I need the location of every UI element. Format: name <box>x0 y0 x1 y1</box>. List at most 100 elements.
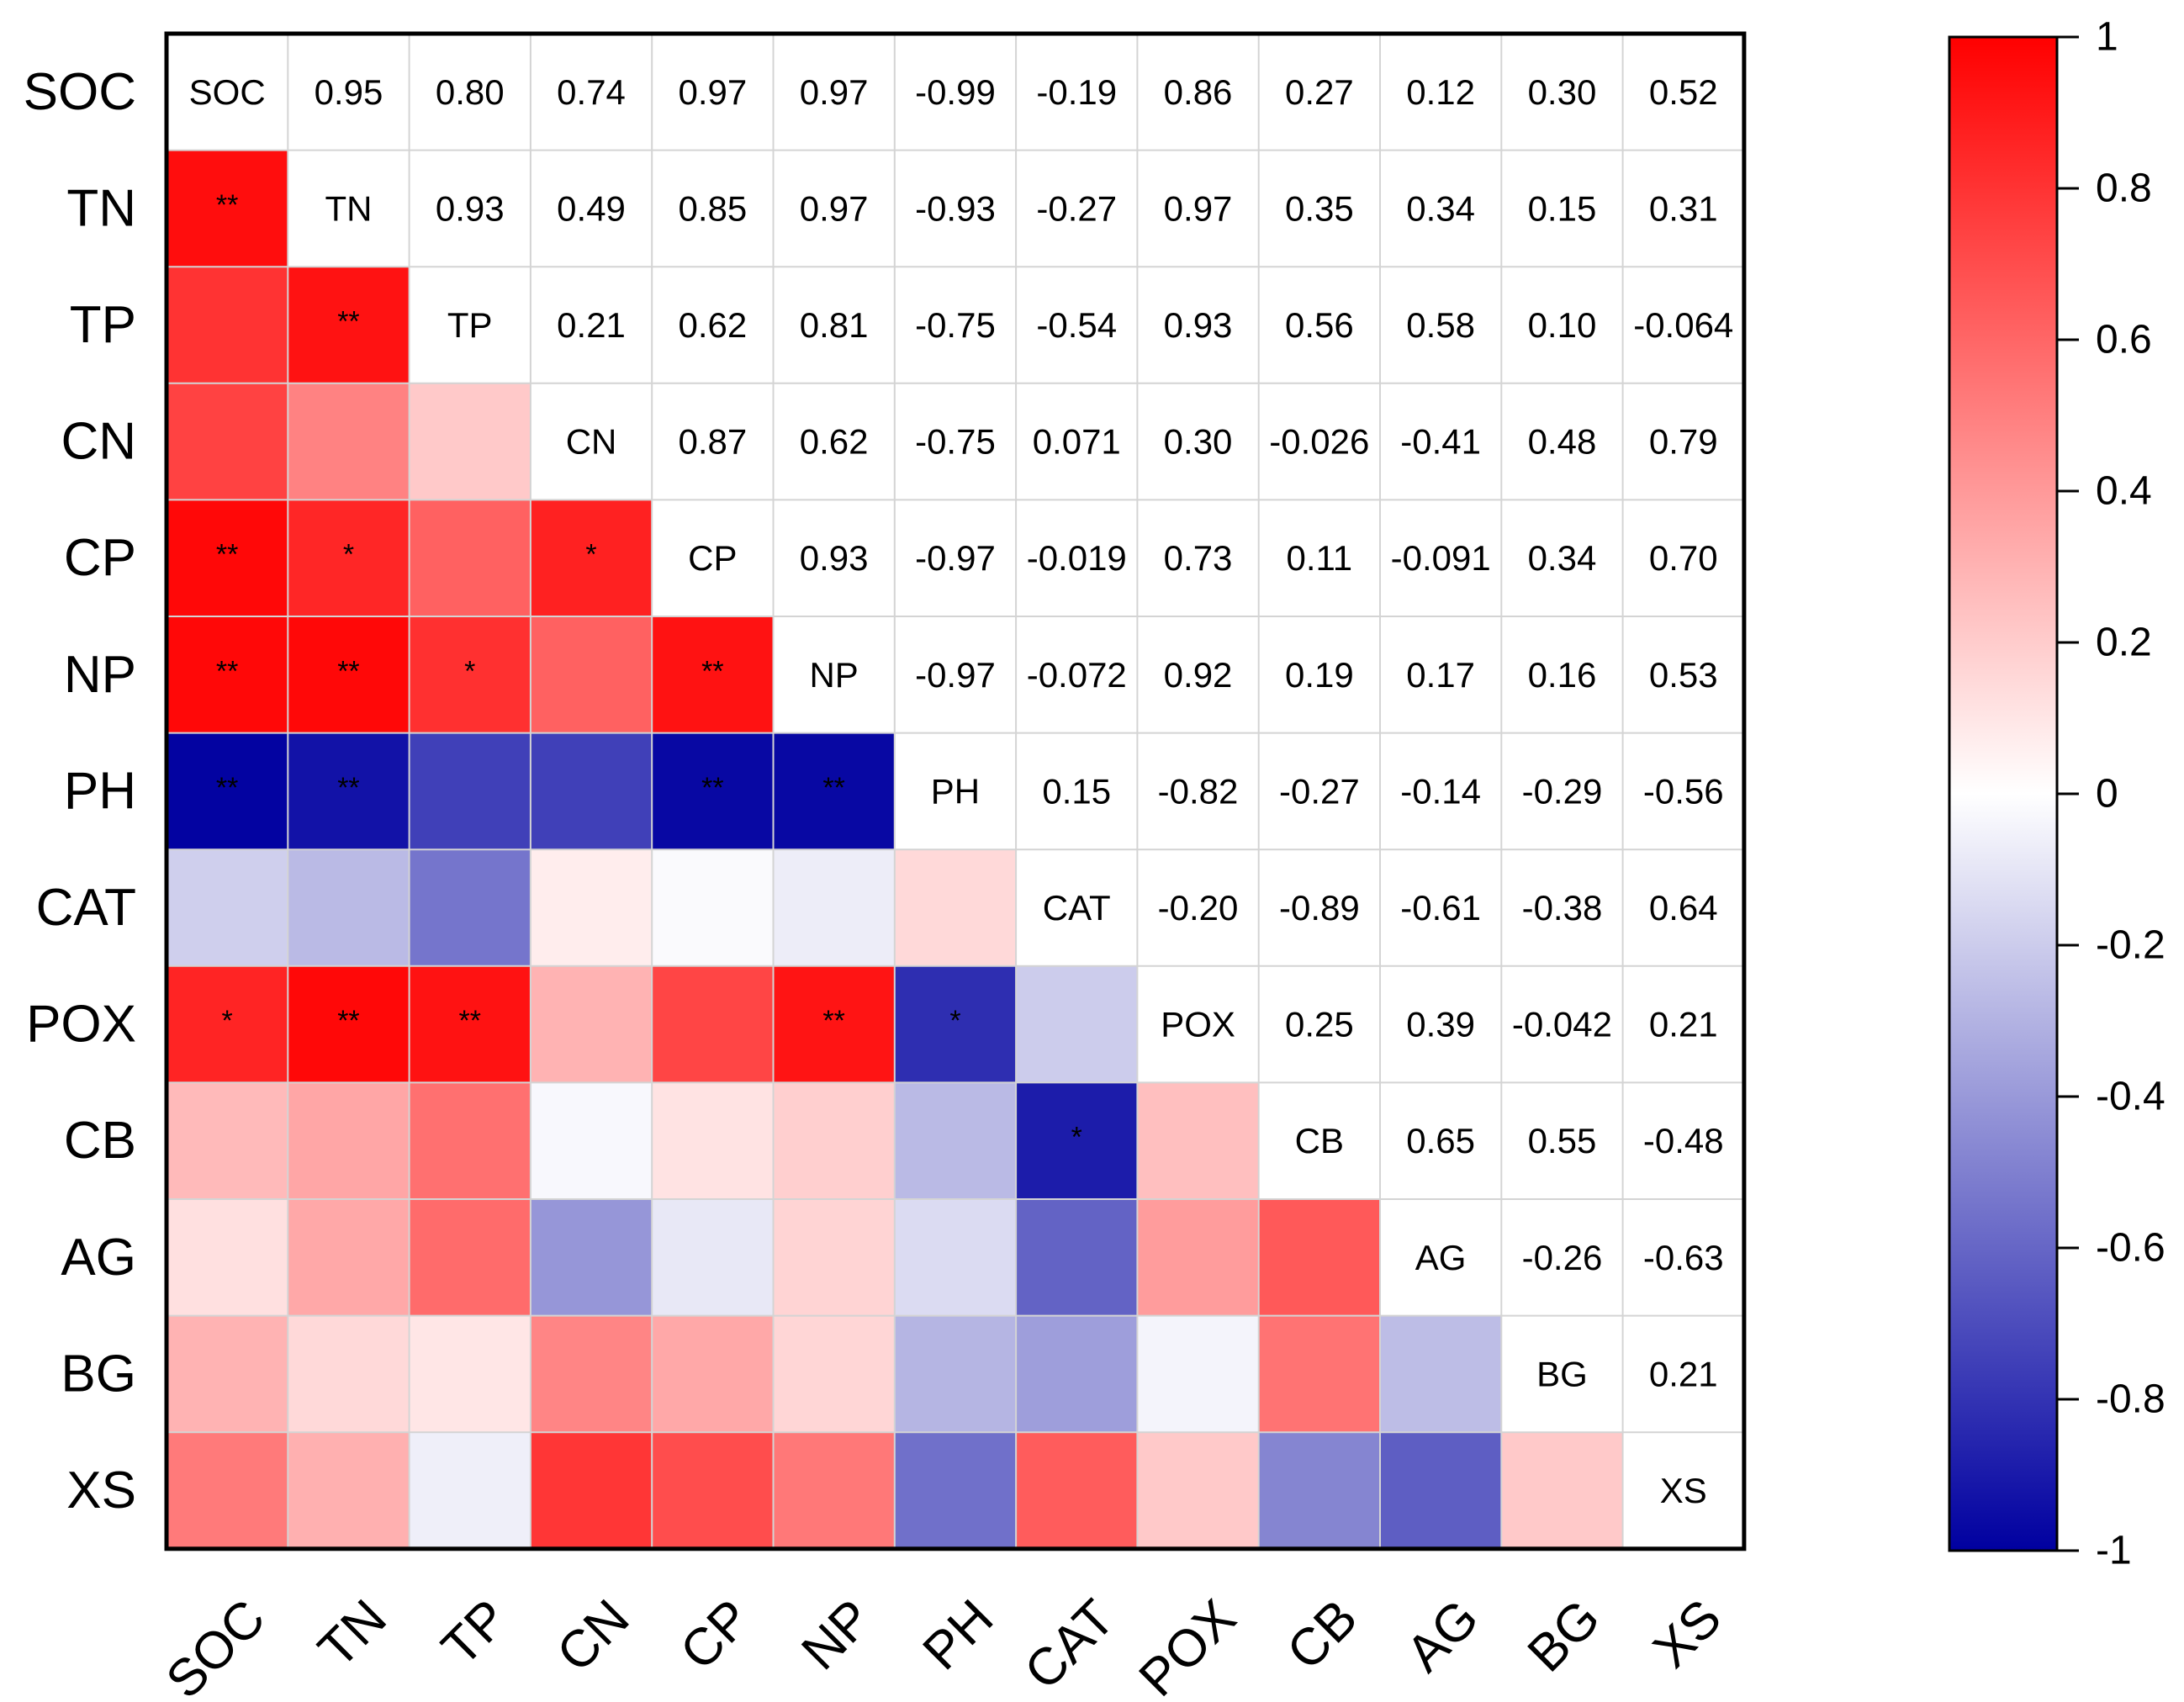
heatmap-cell-AG-CN <box>530 1199 653 1317</box>
heatmap-cell-NP-CP <box>652 616 775 734</box>
column-label-NP: NP <box>791 1588 883 1681</box>
heatmap-cell-POX-NP <box>773 965 896 1083</box>
colorbar-tick-label-3: 0.4 <box>2096 469 2152 514</box>
significance-mark-NP-TP: * <box>464 655 475 687</box>
heatmap-cell-XS-SOC <box>167 1432 288 1550</box>
cell-label-TP-POX: 0.93 <box>1164 305 1233 345</box>
heatmap-cell-CAT-CN <box>530 849 653 967</box>
cell-label-POX-CB: 0.25 <box>1285 1005 1354 1044</box>
cell-label-BG-BG: BG <box>1536 1354 1588 1393</box>
cell-label-SOC-TP: 0.80 <box>436 72 505 112</box>
cell-label-CP-CAT: -0.019 <box>1027 538 1127 578</box>
heatmap-blank-cell-CP-PH <box>894 500 1017 617</box>
cell-label-POX-XS: 0.21 <box>1649 1005 1718 1044</box>
heatmap-cell-POX-TP <box>409 965 531 1083</box>
heatmap-cell-XS-CN <box>530 1432 653 1550</box>
heatmap-blank-cell-SOC-TN <box>288 34 410 151</box>
cell-label-SOC-TN: 0.95 <box>315 72 383 112</box>
heatmap-cell-POX-SOC <box>167 965 288 1083</box>
cell-label-CP-CP: CP <box>688 538 737 578</box>
cell-label-POX-BG: -0.042 <box>1512 1005 1612 1044</box>
cell-label-CB-XS: -0.48 <box>1643 1121 1724 1160</box>
heatmap-blank-cell-CN-AG <box>1380 383 1502 500</box>
cell-label-TP-PH: -0.75 <box>915 305 996 345</box>
cell-label-CP-BG: 0.34 <box>1528 538 1597 578</box>
column-label-XS: XS <box>1642 1588 1732 1678</box>
cell-label-TN-CN: 0.49 <box>557 188 626 228</box>
column-label-CB: CB <box>1277 1588 1369 1681</box>
significance-mark-NP-SOC: ** <box>216 655 238 687</box>
heatmap-blank-cell-TN-CB <box>1258 150 1381 267</box>
cell-label-TP-XS: -0.064 <box>1633 305 1733 345</box>
heatmap-cell-CP-SOC <box>167 500 288 617</box>
heatmap-cell-POX-PH <box>894 965 1017 1083</box>
significance-mark-NP-CP: ** <box>701 655 723 687</box>
row-label-TP: TP <box>70 296 136 354</box>
colorbar-tick-label-9: -0.8 <box>2096 1377 2165 1422</box>
cell-label-PH-PH: PH <box>931 771 980 811</box>
heatmap-grid <box>167 34 1744 1549</box>
cell-label-PH-CB: -0.27 <box>1279 771 1360 811</box>
heatmap-cell-NP-CN <box>530 616 653 734</box>
colorbar-tick-label-2: 0.6 <box>2096 318 2152 362</box>
cell-label-SOC-POX: 0.86 <box>1164 72 1233 112</box>
heatmap-blank-cell-TP-CP <box>652 267 775 384</box>
heatmap-blank-cell-AG-AG <box>1380 1199 1502 1317</box>
heatmap-cell-CB-NP <box>773 1082 896 1200</box>
heatmap-blank-cell-SOC-CP <box>652 34 775 151</box>
heatmap-blank-cell-CP-XS <box>1622 500 1745 617</box>
heatmap-cell-XS-CB <box>1258 1432 1381 1550</box>
cell-label-TN-TP: 0.93 <box>436 188 505 228</box>
heatmap-blank-cell-NP-PH <box>894 616 1017 734</box>
cell-label-TN-CB: 0.35 <box>1285 188 1354 228</box>
heatmap-blank-cell-CN-CAT <box>1016 383 1138 500</box>
column-labels: SOC TN TP CN CP NP PH CAT POX CB AG BG XS <box>156 1588 1732 1702</box>
colorbar <box>1948 35 2059 1552</box>
heatmap-blank-cell-NP-CAT <box>1016 616 1138 734</box>
heatmap-cell-XS-TN <box>288 1432 410 1550</box>
cell-label-CN-XS: 0.79 <box>1649 422 1718 462</box>
colorbar-tick-label-1: 0.8 <box>2096 166 2152 211</box>
heatmap-blank-cell-TN-CP <box>652 150 775 267</box>
heatmap-blank-cell-CAT-CAT <box>1016 849 1138 967</box>
heatmap-cell-POX-CP <box>652 965 775 1083</box>
heatmap-blank-cell-TN-TN <box>288 150 410 267</box>
cell-label-TP-BG: 0.10 <box>1528 305 1597 345</box>
heatmap-cell-POX-CN <box>530 965 653 1083</box>
heatmap-blank-cell-NP-CB <box>1258 616 1381 734</box>
heatmap-blank-cell-CN-CB <box>1258 383 1381 500</box>
heatmap-cell-CB-CP <box>652 1082 775 1200</box>
cell-label-SOC-CB: 0.27 <box>1285 72 1354 112</box>
column-label-BG: BG <box>1517 1588 1611 1683</box>
heatmap-cell-BG-CN <box>530 1315 653 1433</box>
cell-label-SOC-XS: 0.52 <box>1649 72 1718 112</box>
cell-label-TN-POX: 0.97 <box>1164 188 1233 228</box>
heatmap-blank-cell-TN-XS <box>1622 150 1745 267</box>
heatmap-blank-cell-CB-AG <box>1380 1082 1502 1200</box>
cell-label-CB-AG: 0.65 <box>1406 1121 1475 1160</box>
heatmap-blank-cell-SOC-CN <box>530 34 653 151</box>
significance-mark-CP-TN: * <box>343 539 354 571</box>
heatmap-blank-cell-AG-XS <box>1622 1199 1745 1317</box>
colorbar-tick-label-6: -0.2 <box>2096 923 2165 968</box>
heatmap-blank-cell-TP-CAT <box>1016 267 1138 384</box>
cell-label-CB-CB: CB <box>1295 1121 1344 1160</box>
heatmap-cell-TP-SOC <box>167 267 288 384</box>
heatmap-blank-cell-PH-PH <box>894 732 1017 850</box>
heatmap-cell-BG-TP <box>409 1315 531 1433</box>
heatmap-cell-AG-PH <box>894 1199 1017 1317</box>
cell-label-TP-CN: 0.21 <box>557 305 626 345</box>
heatmap-cell-PH-TP <box>409 732 531 850</box>
colorbar-tick-label-5: 0 <box>2096 772 2118 817</box>
heatmap-cell-XS-CP <box>652 1432 775 1550</box>
heatmap-blank-cell-TN-AG <box>1380 150 1502 267</box>
cell-label-TN-AG: 0.34 <box>1406 188 1475 228</box>
colorbar-tick-label-8: -0.6 <box>2096 1226 2165 1271</box>
heatmap-blank-cell-PH-XS <box>1622 732 1745 850</box>
cell-label-TN-BG: 0.15 <box>1528 188 1597 228</box>
significance-mark-POX-NP: ** <box>822 1005 844 1037</box>
heatmap-cell-CP-TP <box>409 500 531 617</box>
row-label-BG: BG <box>61 1345 136 1403</box>
heatmap-blank-cell-PH-AG <box>1380 732 1502 850</box>
